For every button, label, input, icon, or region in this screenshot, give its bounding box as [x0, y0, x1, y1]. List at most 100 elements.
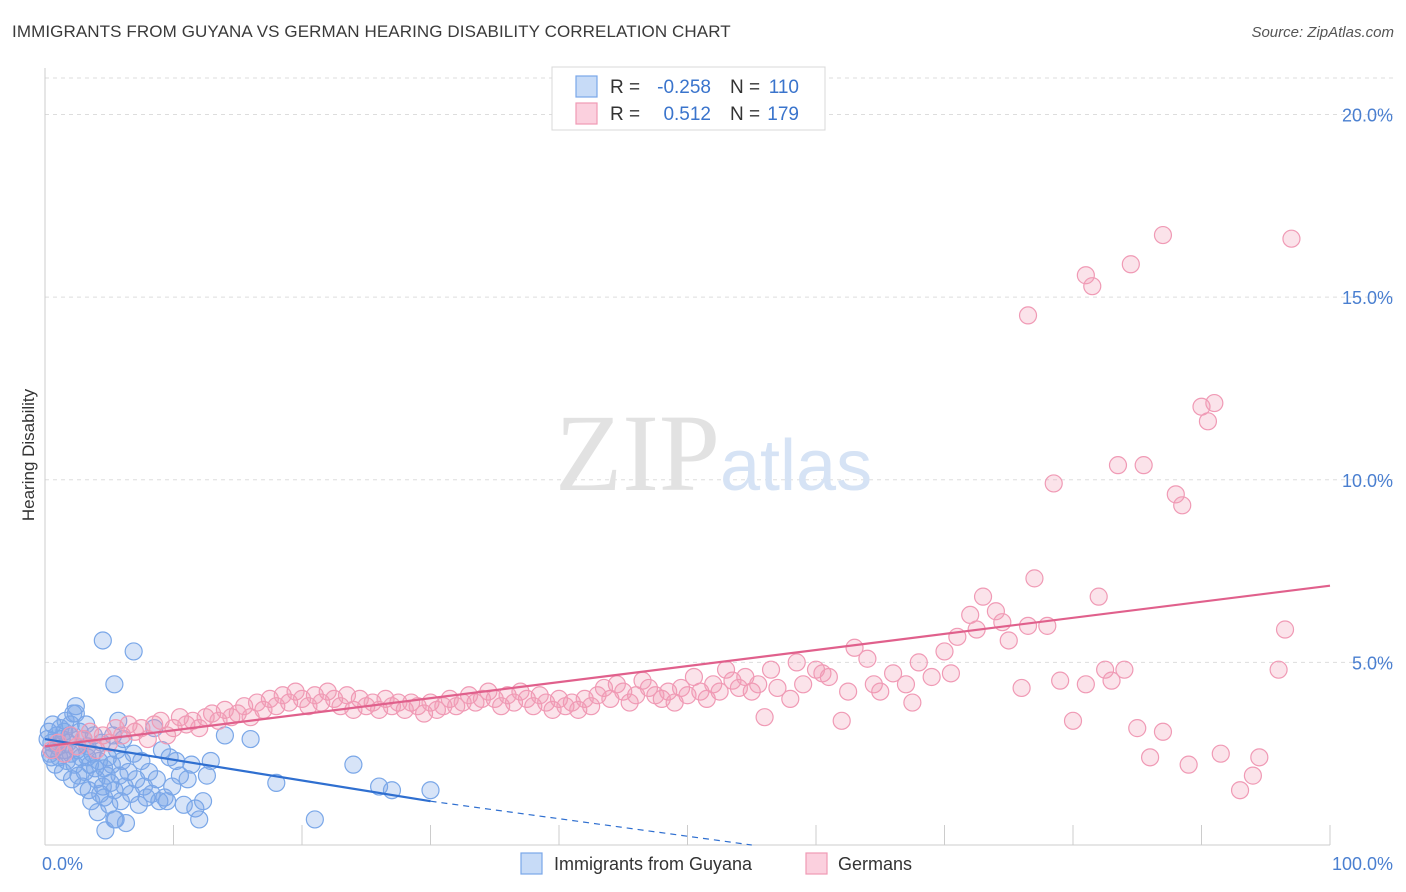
point-germans [530, 686, 549, 705]
y-tick-label: 20.0% [1342, 106, 1393, 126]
point-germans [434, 697, 453, 716]
point-germans [704, 675, 723, 694]
point-germans [1076, 266, 1095, 285]
point-germans [1134, 456, 1153, 475]
trend-line-guyana-extrapolated [430, 800, 752, 846]
point-guyana [66, 697, 85, 716]
point-germans [755, 708, 774, 727]
bottom-legend-swatch-germans [805, 852, 828, 875]
point-germans [1230, 781, 1250, 800]
point-germans [1275, 620, 1295, 639]
point-guyana [241, 729, 260, 749]
point-germans [74, 729, 93, 749]
series-germans-points [42, 225, 1301, 800]
point-guyana [129, 795, 148, 814]
point-germans [1051, 671, 1070, 690]
legend-r-label-2: R = [610, 104, 640, 125]
point-germans [1173, 496, 1192, 515]
point-guyana [267, 773, 286, 793]
point-germans [819, 667, 838, 687]
y-tick-label: 5.0% [1352, 653, 1393, 673]
point-guyana [193, 792, 213, 811]
legend-n-value-2: 179 [767, 104, 799, 125]
point-germans [1102, 671, 1121, 690]
point-germans [286, 682, 305, 701]
point-germans [1025, 569, 1044, 588]
point-guyana [305, 810, 324, 829]
point-germans [1166, 485, 1185, 504]
point-germans [761, 660, 781, 679]
bottom-legend: Immigrants from Guyana Germans [520, 852, 912, 875]
point-guyana [139, 762, 159, 782]
point-germans [1018, 616, 1038, 635]
point-germans [472, 689, 491, 709]
point-germans [986, 602, 1006, 621]
trend-lines [44, 584, 1331, 846]
point-germans [1269, 660, 1288, 679]
x-tick-label: 100.0% [1332, 854, 1393, 874]
point-germans [742, 682, 761, 701]
grid-lines [45, 77, 1395, 663]
point-guyana [105, 810, 124, 829]
point-germans [1018, 306, 1038, 325]
point-germans [1211, 744, 1230, 763]
point-germans [794, 675, 813, 694]
x-tick-label: 0.0% [42, 854, 83, 874]
legend-n-label-2: N = [730, 104, 760, 125]
point-germans [318, 682, 337, 701]
point-germans [1198, 412, 1218, 431]
point-germans [582, 697, 601, 716]
point-germans [922, 667, 941, 687]
point-guyana [116, 813, 136, 833]
legend: R = -0.258 N = 110 R = 0.512 N = 179 [551, 66, 826, 131]
point-germans [1044, 474, 1063, 493]
point-germans [1282, 229, 1301, 248]
watermark-atlas: atlas [720, 426, 872, 506]
legend-swatch-guyana [575, 75, 598, 98]
point-guyana [197, 766, 217, 785]
axes [44, 68, 1331, 846]
point-germans [883, 664, 903, 683]
point-germans [1089, 587, 1108, 606]
point-germans [1076, 675, 1095, 694]
point-germans [1179, 755, 1198, 774]
point-germans [1121, 255, 1140, 274]
bottom-legend-label-germans: Germans [838, 854, 912, 874]
point-guyana [66, 704, 85, 723]
point-germans [1108, 456, 1128, 475]
point-germans [1153, 225, 1173, 245]
point-germans [1115, 660, 1134, 679]
legend-r-label-1: R = [610, 77, 640, 98]
point-germans [1012, 678, 1031, 698]
bottom-legend-label-guyana: Immigrants from Guyana [554, 854, 753, 874]
point-guyana [190, 810, 209, 829]
point-germans [1250, 748, 1269, 767]
point-germans [999, 631, 1018, 650]
point-guyana [95, 759, 114, 778]
legend-r-value-1: -0.258 [657, 77, 711, 98]
point-germans [1128, 719, 1147, 738]
point-guyana [186, 799, 205, 818]
point-germans [858, 649, 877, 668]
point-germans [787, 653, 806, 672]
y-tick-label: 10.0% [1342, 471, 1393, 491]
y-tick-label: 15.0% [1342, 288, 1393, 308]
point-guyana [147, 770, 166, 789]
trend-line-germans [44, 584, 1331, 748]
bottom-legend-swatch-guyana [520, 852, 543, 875]
point-guyana [119, 762, 138, 782]
legend-n-value-1: 110 [769, 77, 799, 98]
legend-swatch-germans [575, 102, 598, 125]
chart-title: IMMIGRANTS FROM GUYANA VS GERMAN HEARING… [12, 22, 731, 41]
point-germans [935, 642, 954, 661]
x-tick-labels: 0.0% 100.0% [42, 854, 1393, 874]
point-germans [832, 711, 851, 730]
point-guyana [178, 770, 197, 789]
point-guyana [421, 781, 440, 800]
point-germans [671, 678, 691, 698]
point-germans [941, 664, 961, 683]
source-label: Source: ZipAtlas.com [1251, 24, 1394, 41]
trend-line-guyana [44, 737, 431, 803]
point-guyana [105, 675, 124, 694]
point-germans [896, 675, 916, 694]
